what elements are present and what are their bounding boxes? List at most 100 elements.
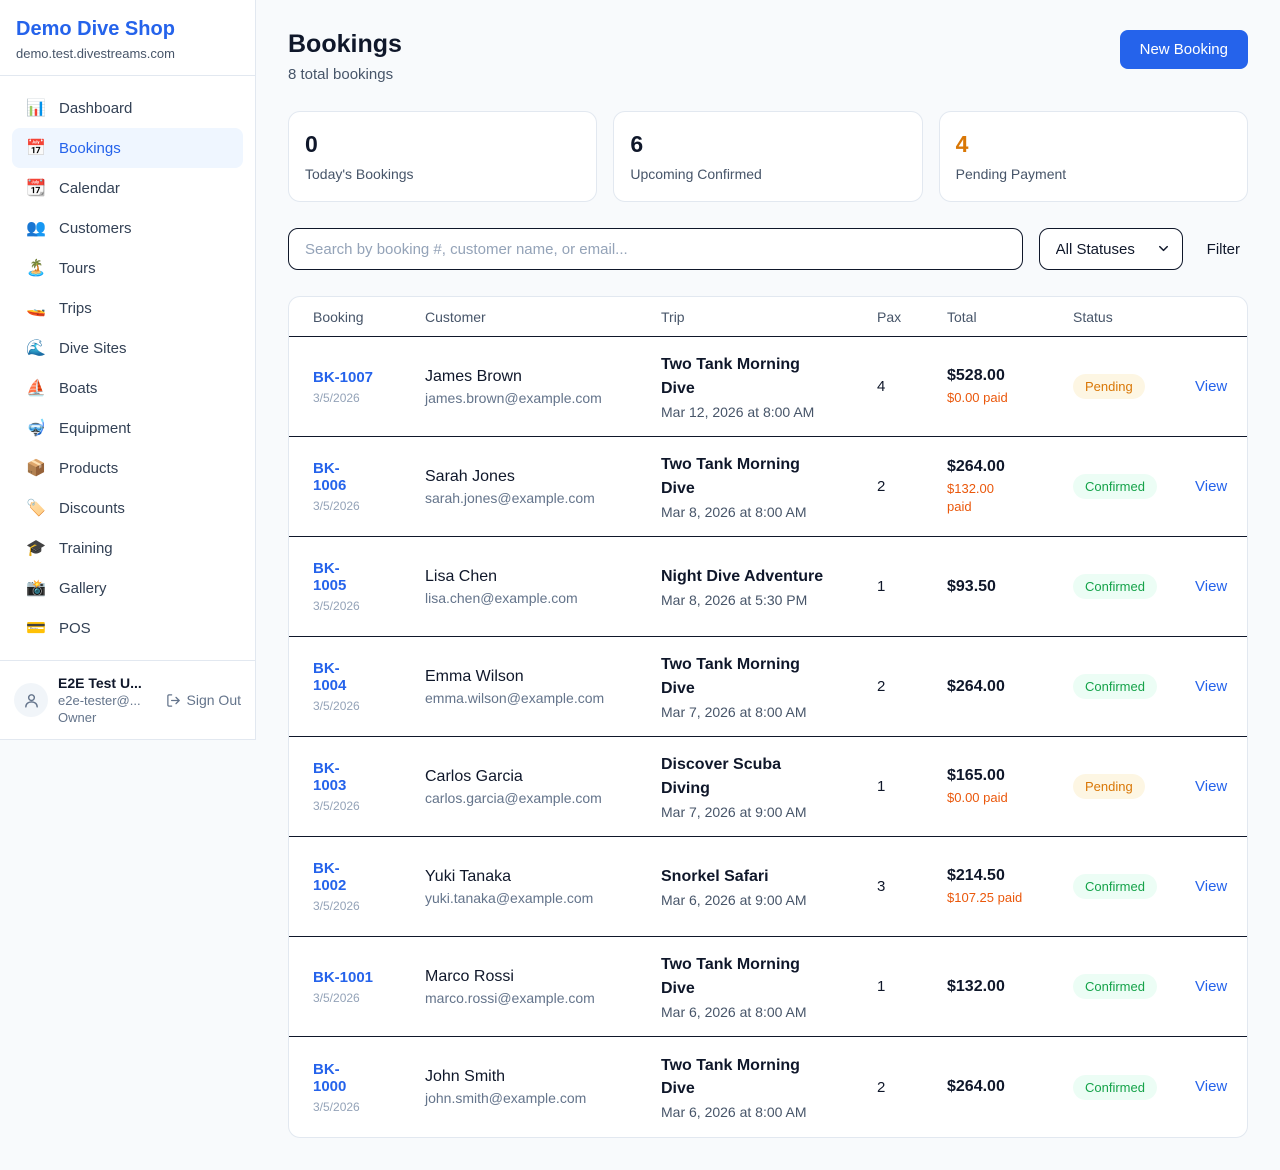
view-link[interactable]: View (1195, 577, 1228, 595)
table-row: BK- 1003 3/5/2026 Carlos Garcia carlos.garc… (289, 737, 1247, 837)
sidebar-item-pos[interactable]: 💳 POS (12, 608, 243, 648)
customer-email: james.brown@example.com (425, 389, 602, 406)
view-link[interactable]: View (1195, 777, 1228, 795)
customer-name: Yuki Tanaka (425, 867, 511, 885)
sidebar-item-label: Boats (59, 379, 98, 397)
sidebar-item-label: Discounts (59, 499, 125, 517)
customer-cell: Emma Wilson emma.wilson@example.com (425, 668, 661, 706)
sidebar-item-equipment[interactable]: 🤿 Equipment (12, 408, 243, 448)
sidebar-item-label: Dive Sites (59, 339, 127, 357)
sign-out-label: Sign Out (186, 692, 241, 708)
trip-cell: Two Tank Morning Dive Mar 6, 2026 at 8:00… (661, 953, 877, 1019)
booking-id-link[interactable]: BK- 1005 (313, 560, 347, 594)
brand-block: Demo Dive Shop demo.test.divestreams.com (0, 0, 255, 76)
sidebar-item-label: Dashboard (59, 99, 133, 117)
gallery-icon: 📸 (26, 580, 46, 597)
sidebar-item-bookings[interactable]: 📅 Bookings (12, 128, 243, 168)
boats-icon: ⛵ (26, 380, 46, 397)
view-link[interactable]: View (1195, 977, 1228, 995)
column-header: Pax (877, 308, 902, 325)
pax-value: 3 (877, 878, 886, 895)
pax-value: 2 (877, 678, 886, 695)
table-row: BK-1007 3/5/2026 James Brown james.brown@ex… (289, 337, 1247, 437)
total-amount: $528.00 (947, 366, 1005, 384)
actions-cell: View (1195, 1078, 1231, 1096)
search-input[interactable] (288, 228, 1023, 270)
customers-icon: 👥 (26, 220, 46, 237)
status-filter-select[interactable]: All Statuses (1038, 228, 1183, 270)
user-name: E2E Test U... (58, 675, 142, 691)
total-amount: $264.00 (947, 457, 1005, 475)
total-cell: $264.00 (947, 1078, 1073, 1096)
customer-cell: Carlos Garcia carlos.garcia@example.com (425, 768, 661, 806)
customer-name: Marco Rossi (425, 967, 514, 985)
view-link[interactable]: View (1195, 877, 1228, 895)
sidebar-item-label: Tours (59, 259, 96, 277)
booking-id-link[interactable]: BK-1007 (313, 368, 374, 386)
trip-datetime: Mar 7, 2026 at 9:00 AM (661, 803, 807, 820)
actions-cell: View (1195, 378, 1231, 396)
booking-id-link[interactable]: BK- 1006 (313, 460, 347, 494)
sidebar-item-dashboard[interactable]: 📊 Dashboard (12, 88, 243, 128)
sidebar-item-calendar[interactable]: 📆 Calendar (12, 168, 243, 208)
stat-value: 0 (305, 131, 318, 157)
actions-cell: View (1195, 778, 1231, 796)
paid-amount: $132.00 paid (947, 480, 994, 514)
table-row: BK- 1000 3/5/2026 John Smith john.smith@exa… (289, 1037, 1247, 1137)
table-row: BK-1001 3/5/2026 Marco Rossi marco.rossi@ex… (289, 937, 1247, 1037)
trip-datetime: Mar 8, 2026 at 5:30 PM (661, 592, 808, 609)
bookings-table: Booking Customer Trip Pax Total Status BK-100… (288, 296, 1248, 1138)
total-amount: $264.00 (947, 677, 1005, 695)
customer-cell: James Brown james.brown@example.com (425, 368, 661, 406)
booking-id-link[interactable]: BK-1001 (313, 968, 374, 986)
sidebar-item-products[interactable]: 📦 Products (12, 448, 243, 488)
view-link[interactable]: View (1195, 1078, 1228, 1095)
sidebar-item-trips[interactable]: 🚤 Trips (12, 288, 243, 328)
shop-domain: demo.test.divestreams.com (16, 46, 175, 61)
sidebar-item-training[interactable]: 🎓 Training (12, 528, 243, 568)
pax-value: 1 (877, 978, 886, 995)
paid-amount: $107.25 paid (947, 889, 1023, 905)
booking-cell: BK- 1006 3/5/2026 (313, 460, 425, 513)
booking-cell: BK- 1005 3/5/2026 (313, 560, 425, 613)
status-cell: Confirmed (1073, 574, 1195, 599)
pax-value: 1 (877, 778, 886, 795)
sidebar-item-customers[interactable]: 👥 Customers (12, 208, 243, 248)
trip-datetime: Mar 8, 2026 at 8:00 AM (661, 503, 807, 520)
booking-cell: BK- 1003 3/5/2026 (313, 760, 425, 813)
sidebar-item-gallery[interactable]: 📸 Gallery (12, 568, 243, 608)
booking-id-link[interactable]: BK- 1004 (313, 660, 347, 694)
status-badge: Confirmed (1073, 474, 1157, 499)
filter-button[interactable]: Filter (1199, 241, 1248, 258)
booking-id-link[interactable]: BK- 1000 (313, 1060, 347, 1095)
trip-cell: Night Dive Adventure Mar 8, 2026 at 5:30 … (661, 565, 877, 608)
booking-id-link[interactable]: BK- 1003 (313, 760, 347, 794)
main-content: Bookings 8 total bookings New Booking 0 T… (256, 0, 1280, 1170)
bookings-icon: 📅 (26, 140, 46, 157)
user-avatar (14, 683, 48, 717)
sidebar-item-boats[interactable]: ⛵ Boats (12, 368, 243, 408)
sign-out-button[interactable]: Sign Out (166, 692, 241, 708)
column-header: Booking (313, 308, 364, 325)
customer-name: Emma Wilson (425, 667, 524, 685)
user-info: E2E Test U... e2e-tester@... Owner (58, 675, 156, 725)
trip-name: Night Dive Adventure (661, 567, 824, 585)
booking-id-link[interactable]: BK- 1002 (313, 860, 347, 894)
sidebar-item-discounts[interactable]: 🏷️ Discounts (12, 488, 243, 528)
booking-cell: BK- 1002 3/5/2026 (313, 860, 425, 913)
trip-cell: Snorkel Safari Mar 6, 2026 at 9:00 AM (661, 865, 877, 908)
new-booking-button[interactable]: New Booking (1119, 30, 1248, 69)
customer-email: marco.rossi@example.com (425, 989, 595, 1006)
sidebar-item-tours[interactable]: 🏝️ Tours (12, 248, 243, 288)
status-cell: Confirmed (1073, 874, 1195, 899)
sidebar-item-dive-sites[interactable]: 🌊 Dive Sites (12, 328, 243, 368)
total-cell: $214.50 $107.25 paid (947, 867, 1073, 907)
status-badge: Confirmed (1073, 874, 1157, 899)
view-link[interactable]: View (1195, 377, 1228, 395)
view-link[interactable]: View (1195, 677, 1228, 695)
view-link[interactable]: View (1195, 477, 1228, 495)
tours-icon: 🏝️ (26, 260, 46, 277)
dive-sites-icon: 🌊 (26, 340, 46, 357)
pax-value: 1 (877, 578, 886, 595)
stat-label: Upcoming Confirmed (630, 166, 762, 182)
